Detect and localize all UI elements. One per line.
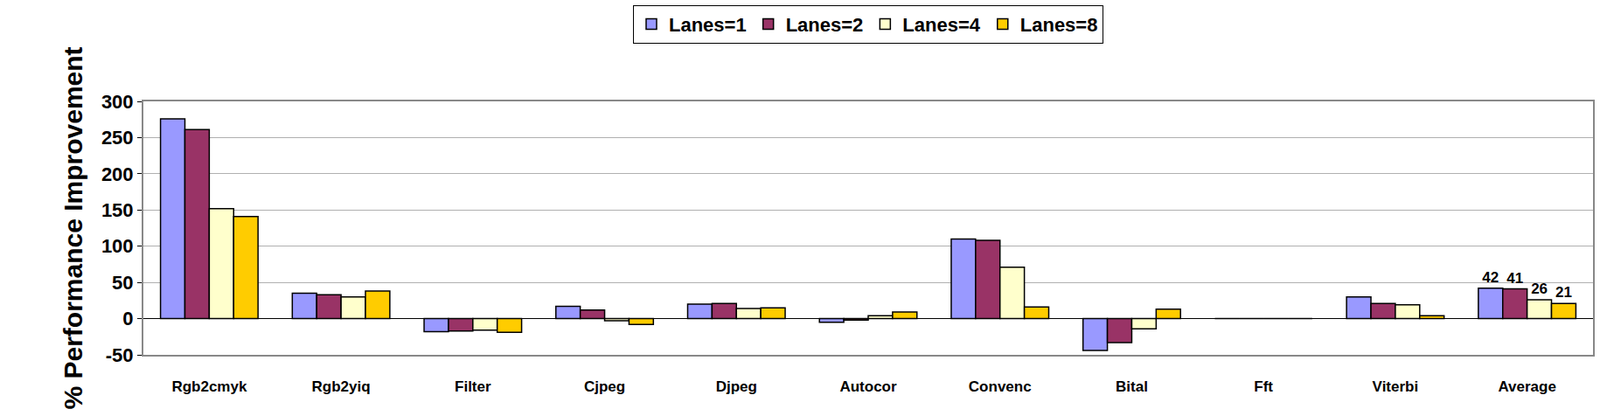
- svg-text:150: 150: [101, 199, 134, 222]
- svg-text:Rgb2cmyk: Rgb2cmyk: [171, 378, 248, 396]
- svg-text:Djpeg: Djpeg: [716, 378, 758, 396]
- svg-text:Convenc: Convenc: [968, 378, 1032, 396]
- svg-text:Rgb2yiq: Rgb2yiq: [312, 378, 371, 396]
- svg-text:41: 41: [1506, 270, 1524, 287]
- svg-text:Lanes=1: Lanes=1: [668, 13, 747, 36]
- svg-text:Viterbi: Viterbi: [1372, 378, 1420, 396]
- svg-text:Cjpeg: Cjpeg: [584, 378, 626, 396]
- svg-text:26: 26: [1530, 280, 1548, 298]
- svg-text:% Performance Improvement: % Performance Improvement: [58, 46, 88, 410]
- svg-text:Lanes=4: Lanes=4: [902, 13, 981, 36]
- svg-text:Lanes=2: Lanes=2: [786, 13, 864, 36]
- svg-text:Filter: Filter: [454, 378, 492, 396]
- svg-text:100: 100: [101, 235, 134, 258]
- svg-text:0: 0: [122, 307, 133, 330]
- svg-text:50: 50: [111, 271, 133, 294]
- svg-text:Lanes=8: Lanes=8: [1020, 13, 1099, 36]
- svg-text:Bital: Bital: [1115, 378, 1148, 396]
- svg-text:200: 200: [101, 163, 134, 186]
- svg-text:21: 21: [1555, 284, 1573, 301]
- svg-text:Fft: Fft: [1253, 378, 1274, 396]
- svg-text:300: 300: [101, 90, 134, 113]
- svg-text:Autocor: Autocor: [839, 378, 898, 396]
- svg-text:Average: Average: [1497, 378, 1556, 396]
- svg-text:-50: -50: [105, 344, 134, 367]
- svg-text:250: 250: [101, 126, 134, 149]
- svg-text:42: 42: [1481, 269, 1499, 286]
